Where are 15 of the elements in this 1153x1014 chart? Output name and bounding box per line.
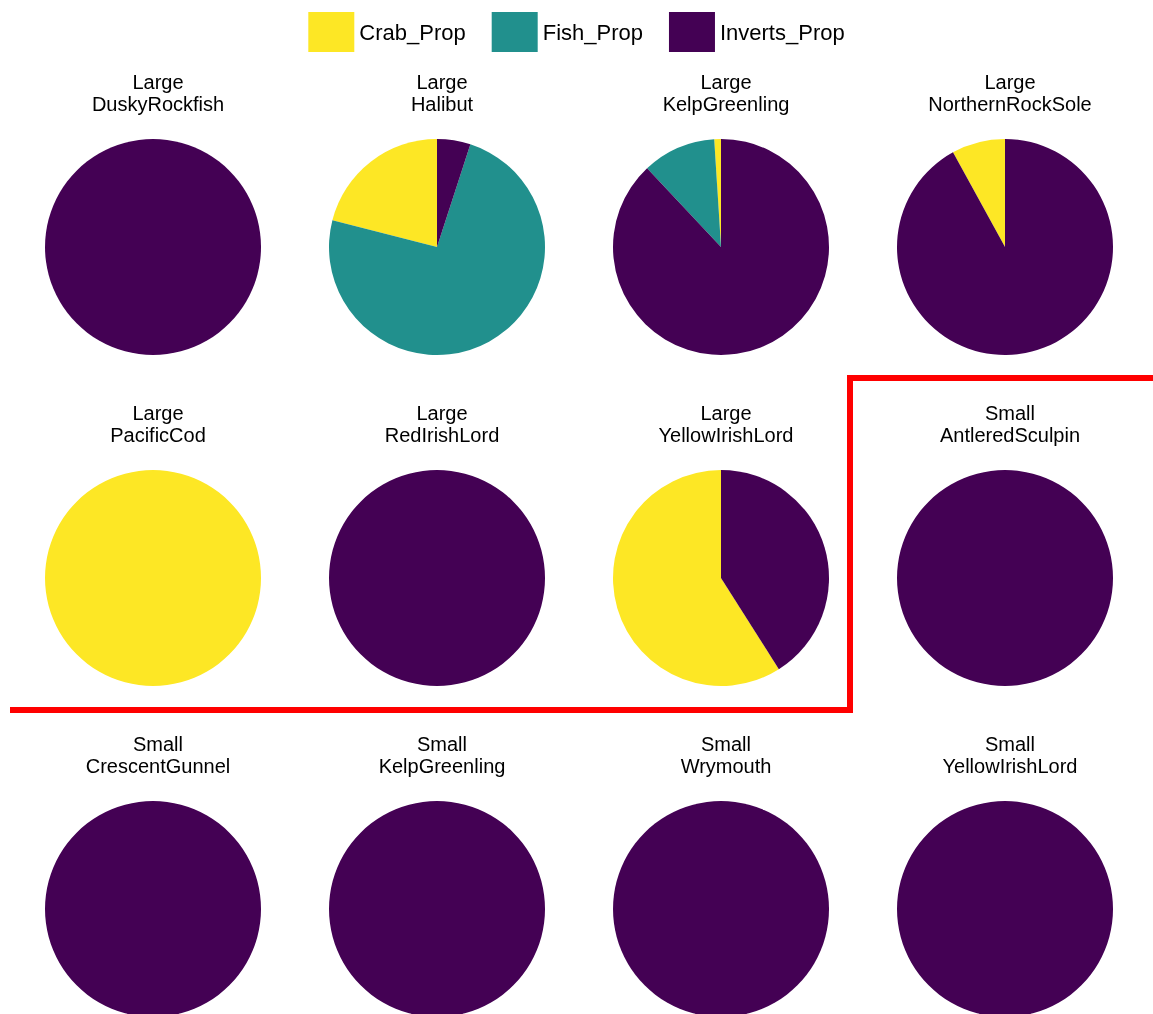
- slice-label: Large Halibut: [410, 71, 474, 115]
- slice-label: Large RedIrishLord: [384, 402, 500, 446]
- slice-label: Small CrescentGunnel: [85, 733, 231, 777]
- slice-label: Small YellowIrishLord: [942, 733, 1078, 777]
- slice-label: Large KelpGreenling: [662, 71, 790, 115]
- legend-label: Crab_Prop: [359, 19, 466, 45]
- slice-label: Small Wrymouth: [680, 733, 772, 777]
- slice-label: Large YellowIrishLord: [658, 402, 794, 446]
- legend-label: Inverts_Prop: [719, 19, 845, 45]
- slice-label: Small KelpGreenling: [378, 733, 506, 777]
- slice-label: Large NorthernRockSole: [928, 71, 1092, 115]
- slice-label: Large PacificCod: [110, 402, 206, 446]
- slice-label: Small AntleredSculpin: [939, 402, 1081, 446]
- slice-label: Large DuskyRockfish: [91, 71, 225, 115]
- legend-label: Fish_Prop: [542, 19, 643, 45]
